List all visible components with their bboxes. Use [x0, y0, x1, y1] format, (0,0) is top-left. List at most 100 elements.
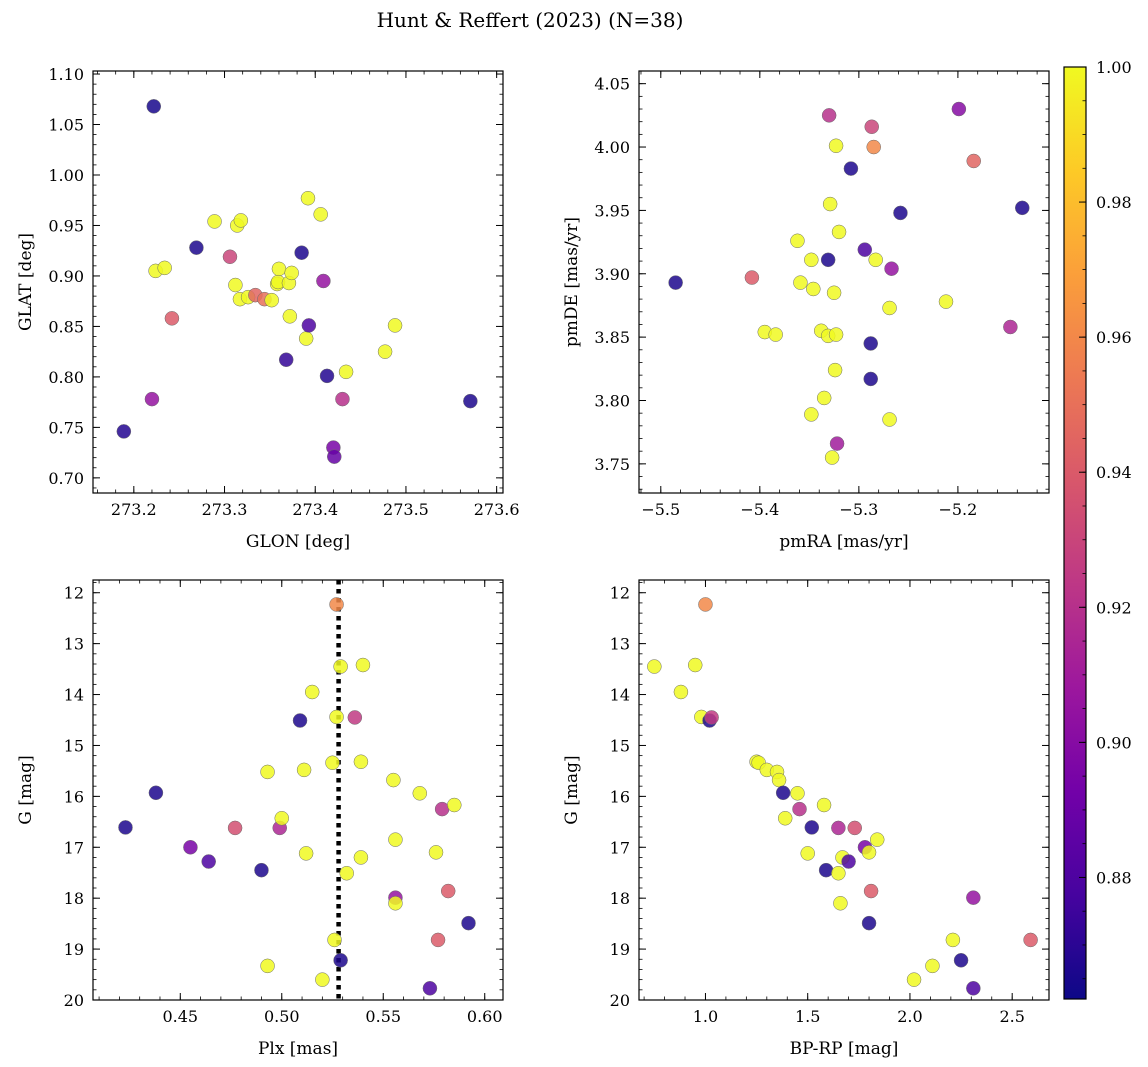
y-tick-label: 15	[610, 736, 630, 755]
data-point	[333, 659, 348, 674]
data-point	[315, 972, 330, 987]
data-point	[804, 820, 820, 835]
colorbar: 0.88 0.90 0.92 0.94 0.96 0.98 1.00	[1063, 58, 1132, 1000]
ticks	[639, 580, 1049, 1001]
data-point	[804, 407, 819, 422]
data-point	[647, 659, 662, 674]
data-point	[292, 713, 308, 728]
data-point	[884, 261, 899, 276]
y-tick-label: 18	[64, 889, 84, 908]
data-point	[301, 318, 317, 333]
data-point	[447, 797, 462, 813]
x-axis-label: Plx [mas]	[258, 1039, 338, 1059]
data-point	[893, 205, 908, 221]
scatter-points	[118, 597, 476, 996]
data-point	[698, 597, 713, 612]
data-point	[461, 915, 476, 931]
data-point	[298, 331, 314, 346]
y-tick-label: 0.80	[48, 368, 84, 387]
data-point	[793, 275, 808, 290]
data-point	[826, 285, 842, 301]
data-point	[863, 371, 878, 387]
data-point	[284, 265, 299, 281]
data-point	[430, 932, 446, 948]
data-point	[938, 294, 954, 309]
x-tick-label: 273.6	[474, 500, 520, 519]
data-point	[816, 390, 832, 406]
data-point	[386, 772, 401, 788]
data-point	[148, 785, 164, 801]
scatter-points	[116, 99, 478, 464]
x-tick-label: −5.5	[641, 500, 680, 519]
data-point	[388, 896, 403, 911]
scatter-points	[647, 597, 1038, 996]
y-tick-label: 15	[64, 736, 84, 755]
data-point	[189, 240, 204, 255]
y-tick-label: 4.00	[594, 138, 630, 157]
data-point	[298, 846, 314, 861]
colorbar-tick-label: 0.94	[1096, 463, 1132, 482]
x-axis-label: pmRA [mas/yr]	[779, 532, 908, 552]
x-tick-label: −5.4	[740, 500, 779, 519]
data-point	[775, 785, 791, 801]
y-axis-label: GLAT [deg]	[16, 233, 36, 331]
colorbar-tick-label: 0.96	[1096, 328, 1132, 347]
data-point	[304, 684, 320, 700]
data-point	[673, 684, 689, 700]
data-point	[831, 865, 846, 881]
figure-title: Hunt & Reffert (2023) (N=38)	[377, 8, 684, 32]
data-point	[222, 249, 238, 265]
data-point	[864, 119, 879, 135]
data-point	[833, 896, 848, 911]
ticks	[639, 70, 1049, 493]
x-tick-label: 2.5	[999, 1007, 1024, 1026]
x-axis-label: BP-RP [mag]	[790, 1039, 899, 1059]
data-point	[925, 958, 940, 974]
data-point	[861, 845, 877, 860]
data-point	[861, 915, 877, 931]
data-point	[118, 820, 133, 835]
data-point	[296, 762, 312, 778]
y-tick-label: 12	[64, 584, 84, 603]
data-point	[327, 932, 342, 948]
data-point	[313, 207, 328, 222]
data-point	[841, 854, 856, 869]
data-point	[260, 958, 275, 974]
data-point	[821, 108, 837, 123]
data-point	[227, 820, 243, 836]
y-tick-label: 13	[64, 635, 84, 654]
x-tick-label: 0.55	[365, 1007, 401, 1026]
data-point	[157, 260, 172, 276]
data-point	[338, 364, 354, 380]
data-point	[828, 327, 844, 342]
y-tick-label: 17	[610, 838, 630, 857]
data-point	[822, 196, 838, 212]
x-axis-label: GLON [deg]	[246, 532, 350, 552]
data-point	[278, 352, 294, 367]
data-point	[744, 270, 760, 285]
y-tick-label: 20	[610, 991, 630, 1010]
y-tick-label: 14	[610, 686, 630, 705]
data-point	[827, 362, 843, 378]
x-tick-label: 1.5	[795, 1007, 820, 1026]
data-point	[868, 252, 883, 268]
y-tick-label: 1.00	[48, 166, 84, 185]
y-axis-label: G [mag]	[562, 755, 582, 824]
colorbar-tick-label: 0.98	[1096, 193, 1132, 212]
colorbar-tick-label: 0.90	[1096, 733, 1132, 752]
y-tick-label: 3.75	[594, 455, 630, 474]
data-point	[233, 213, 249, 228]
data-point	[201, 854, 216, 869]
colorbar-tick-label: 0.88	[1096, 868, 1132, 887]
y-tick-label: 0.85	[48, 317, 84, 336]
data-point	[353, 850, 369, 865]
data-point	[339, 865, 354, 881]
x-tick-label: 273.3	[202, 500, 248, 519]
x-tick-label: −5.2	[938, 500, 977, 519]
data-point	[355, 657, 371, 673]
y-tick-label: 16	[64, 787, 84, 806]
data-point	[327, 449, 342, 464]
ticks	[93, 71, 503, 493]
y-tick-label: 3.95	[594, 201, 630, 220]
